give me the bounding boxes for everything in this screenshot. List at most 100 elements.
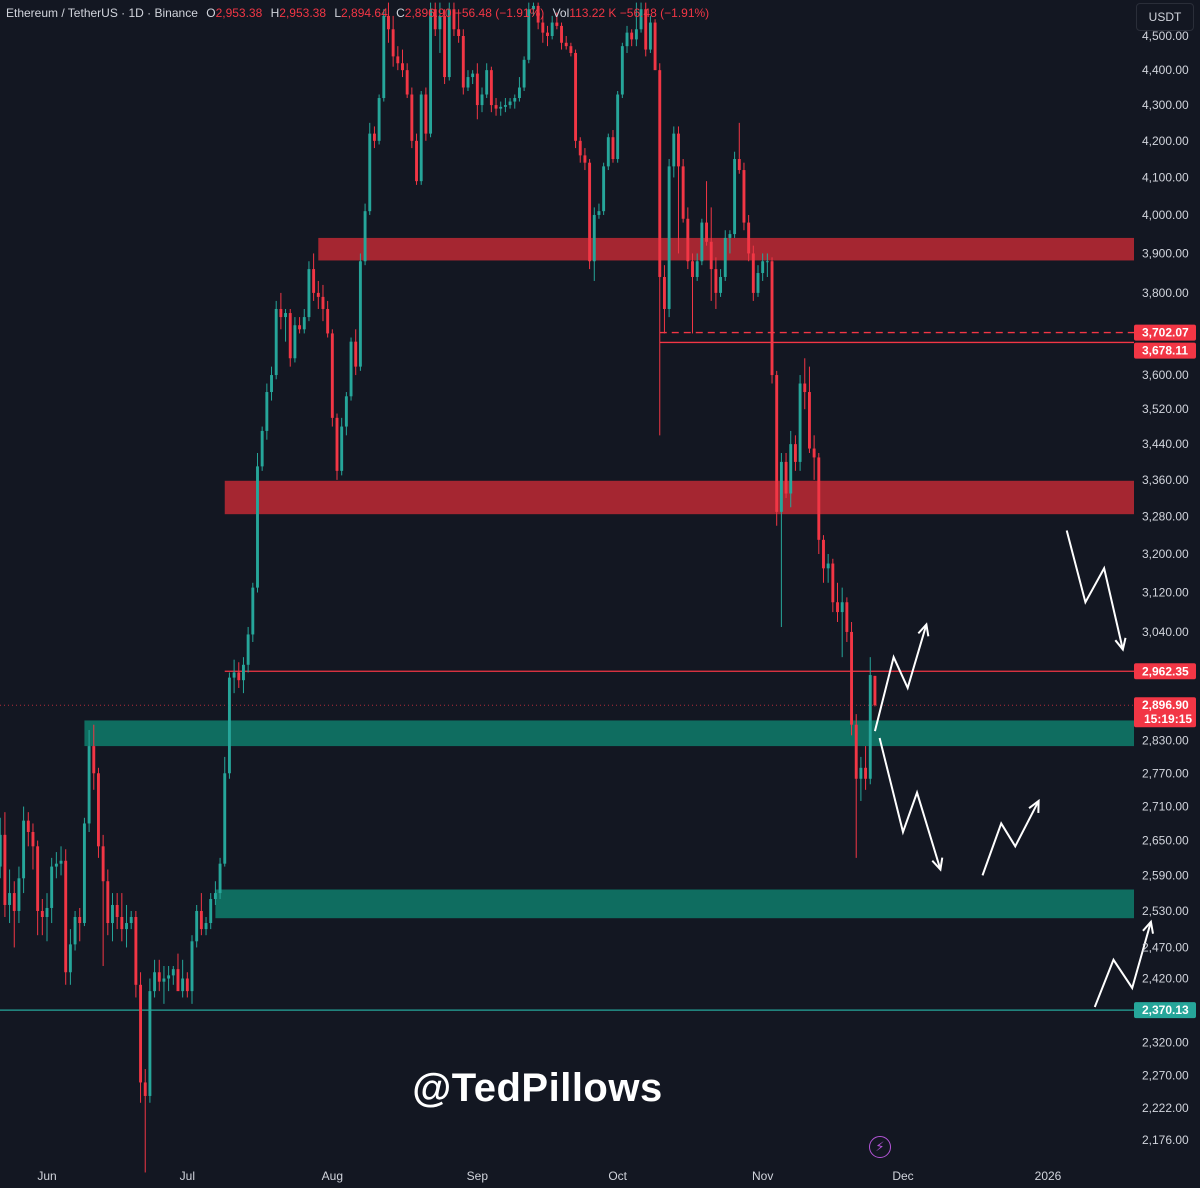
price-tick-label: 2,420.00 bbox=[1142, 972, 1189, 986]
price-tag-label: 2,962.35 bbox=[1142, 664, 1189, 678]
candle bbox=[218, 857, 222, 900]
candle-body bbox=[358, 261, 362, 367]
candle bbox=[270, 366, 273, 401]
candle bbox=[672, 126, 676, 178]
zones-layer bbox=[84, 237, 1135, 919]
candle bbox=[101, 834, 105, 967]
candle-body bbox=[199, 910, 203, 930]
price-tag: 3,702.07 bbox=[1134, 324, 1196, 341]
price-tick-label: 3,120.00 bbox=[1142, 585, 1189, 599]
candle bbox=[578, 137, 582, 163]
projection-arrow-head-0 bbox=[917, 622, 930, 637]
candle-body bbox=[625, 32, 629, 47]
candle-body bbox=[765, 261, 769, 263]
candle bbox=[695, 253, 699, 281]
candle bbox=[620, 42, 624, 99]
candle bbox=[401, 49, 404, 78]
candle-body bbox=[845, 602, 849, 632]
candle bbox=[3, 812, 7, 917]
candle bbox=[387, 2, 390, 43]
candle bbox=[410, 87, 414, 149]
candle bbox=[293, 317, 297, 363]
price-tick-label: 2,710.00 bbox=[1142, 800, 1189, 814]
candle-body bbox=[461, 36, 465, 88]
candle bbox=[190, 935, 194, 1004]
candle-body bbox=[372, 133, 376, 141]
candle-body bbox=[190, 941, 194, 992]
volume-label: Vol bbox=[552, 6, 570, 20]
price-tick-label: 2,770.00 bbox=[1142, 766, 1189, 780]
candle bbox=[415, 133, 418, 185]
candle-body bbox=[719, 276, 723, 293]
projection-arrow-2 bbox=[878, 737, 942, 870]
projection-arrow-1 bbox=[1065, 530, 1124, 650]
candle bbox=[611, 130, 615, 163]
candle bbox=[139, 972, 143, 1103]
lightning-icon[interactable]: ⚡ bbox=[869, 1136, 891, 1158]
candle-body bbox=[415, 140, 418, 182]
support-zone-2 bbox=[84, 720, 1135, 747]
candle-body bbox=[611, 137, 615, 160]
candle-body bbox=[78, 916, 82, 924]
candle bbox=[302, 308, 306, 334]
candle bbox=[859, 756, 863, 801]
candle bbox=[382, 9, 386, 102]
candle-body bbox=[87, 746, 91, 824]
candle-body bbox=[658, 70, 662, 277]
price-tag-box bbox=[1134, 342, 1196, 359]
candle bbox=[756, 265, 760, 297]
candle bbox=[751, 245, 755, 301]
candle-body bbox=[503, 105, 507, 107]
candle bbox=[181, 959, 185, 998]
candle-body bbox=[508, 101, 512, 106]
candle bbox=[256, 452, 259, 593]
projection-arrow-head-1 bbox=[1114, 637, 1127, 652]
symbol-title[interactable]: Ethereum / TetherUS · 1D · Binance bbox=[6, 6, 198, 20]
candle-body bbox=[648, 22, 652, 50]
candle bbox=[157, 959, 161, 992]
candle bbox=[667, 159, 671, 318]
candle bbox=[873, 675, 877, 707]
price-tag-label: 3,678.11 bbox=[1142, 344, 1188, 358]
price-tag: 3,678.11 bbox=[1134, 342, 1196, 359]
price-tag: 2,962.35 bbox=[1134, 663, 1196, 680]
candle bbox=[457, 9, 461, 43]
candle bbox=[639, 2, 643, 33]
candle-body bbox=[54, 863, 58, 867]
candle-body bbox=[167, 975, 171, 979]
candle-body bbox=[185, 978, 189, 992]
candle bbox=[391, 15, 395, 67]
candle-body bbox=[153, 972, 157, 992]
candle-body bbox=[111, 904, 114, 924]
currency-button[interactable]: USDT bbox=[1136, 3, 1194, 31]
price-tick-label: 3,040.00 bbox=[1142, 625, 1189, 639]
candle-body bbox=[68, 944, 72, 973]
time-tick-label: Sep bbox=[467, 1169, 489, 1183]
candle bbox=[50, 857, 54, 924]
candle-body bbox=[125, 923, 128, 930]
projection-arrow-head-3 bbox=[1028, 798, 1040, 813]
candle bbox=[433, 2, 437, 36]
candle bbox=[97, 767, 100, 858]
candle-body bbox=[560, 25, 563, 43]
candle bbox=[686, 207, 690, 270]
candle-body bbox=[139, 984, 143, 1083]
candle bbox=[583, 148, 587, 171]
candle bbox=[265, 383, 269, 440]
price-tags-layer: 3,702.07 3,678.11 2,962.35 2,896.9015:19:15… bbox=[1134, 324, 1196, 1019]
price-axis: 4,500.00 4,400.00 4,300.00 4,200.00 4,100.00… bbox=[1142, 29, 1189, 1147]
price-tick-label: 4,500.00 bbox=[1142, 29, 1189, 43]
candle-body bbox=[246, 634, 250, 665]
candle bbox=[330, 329, 334, 427]
candle-body bbox=[101, 846, 105, 882]
candle-body bbox=[606, 137, 610, 167]
candle-body bbox=[40, 910, 44, 917]
candle-body bbox=[527, 9, 531, 60]
candle bbox=[199, 893, 203, 936]
candle-body bbox=[438, 15, 442, 30]
candle-body bbox=[840, 602, 844, 613]
projection-arrow-head-4 bbox=[1142, 919, 1154, 934]
candle bbox=[714, 257, 718, 309]
candle-body bbox=[429, 9, 433, 134]
